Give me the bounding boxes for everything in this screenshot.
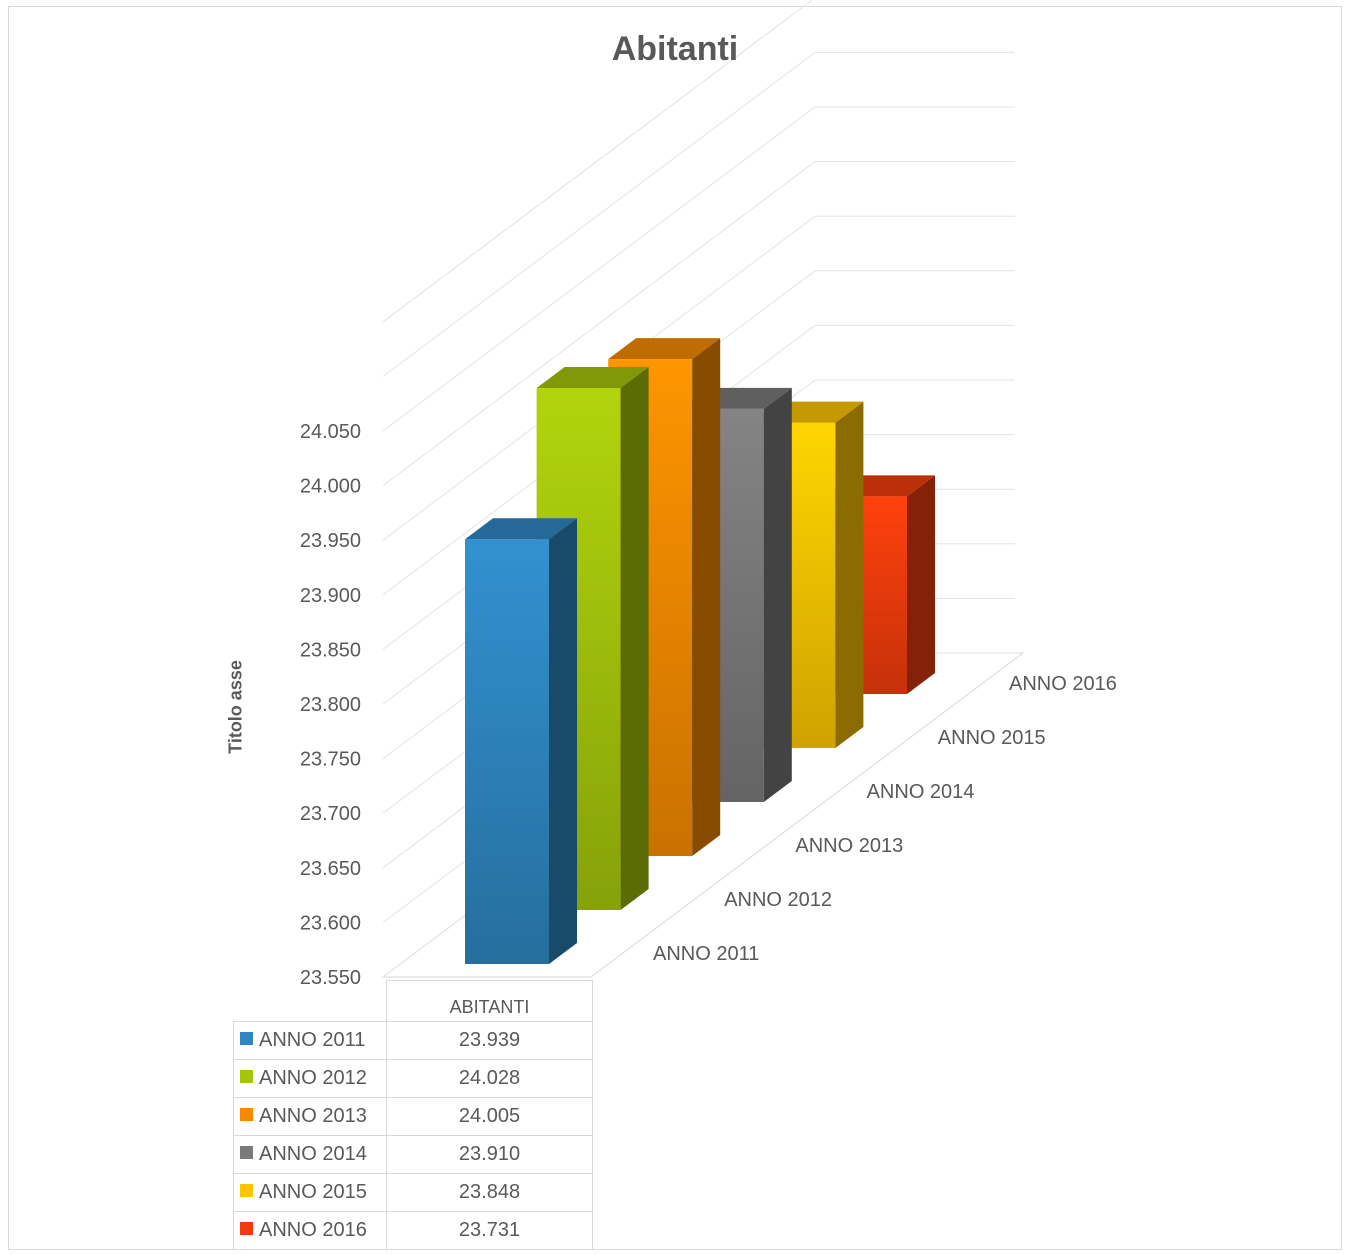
data-table-row: ANNO 2012 24.028 xyxy=(233,1059,593,1098)
depth-axis-label: ANNO 2013 xyxy=(795,835,903,857)
data-table-value: 23.910 xyxy=(386,1135,593,1174)
y-tick-label: 23.850 xyxy=(300,639,361,661)
legend-entry: ANNO 2014 xyxy=(233,1135,387,1174)
data-table-value: 23.939 xyxy=(386,1021,593,1060)
legend-entry: ANNO 2016 xyxy=(233,1211,387,1250)
legend-label: ANNO 2012 xyxy=(259,1067,367,1089)
legend-swatch xyxy=(240,1032,253,1046)
gridline-side xyxy=(382,52,816,377)
bar-side-face xyxy=(620,367,649,910)
data-table-row: ANNO 2016 23.731 xyxy=(233,1211,593,1250)
bar-front-face xyxy=(465,539,549,964)
depth-axis-label: ANNO 2016 xyxy=(1009,673,1117,695)
bar-top-face xyxy=(465,518,577,540)
data-table-value: 23.848 xyxy=(386,1173,593,1212)
gridline-side xyxy=(382,161,816,487)
data-table-value: 24.028 xyxy=(386,1059,593,1098)
bar-side-face xyxy=(907,475,935,694)
bar-side-face xyxy=(692,338,721,856)
depth-axis-label: ANNO 2011 xyxy=(653,943,759,965)
legend-entry: ANNO 2012 xyxy=(233,1059,387,1098)
data-table-row: ANNO 2015 23.848 xyxy=(233,1173,593,1212)
legend-entry: ANNO 2015 xyxy=(233,1173,387,1212)
legend-label: ANNO 2011 xyxy=(259,1029,366,1051)
legend-swatch xyxy=(240,1146,253,1160)
legend-label: ANNO 2015 xyxy=(259,1181,367,1203)
data-table-value: 24.005 xyxy=(386,1097,593,1136)
legend-label: ANNO 2014 xyxy=(259,1143,367,1165)
data-table-header: ABITANTI xyxy=(386,980,593,1022)
legend-swatch xyxy=(240,1070,253,1084)
bar-top-face xyxy=(608,338,721,360)
data-table-corner xyxy=(233,980,387,1022)
y-tick-label: 23.750 xyxy=(300,749,361,771)
depth-axis-label: ANNO 2012 xyxy=(724,889,832,911)
legend-label: ANNO 2013 xyxy=(259,1105,367,1127)
gridline-side xyxy=(382,0,813,323)
y-tick-label: 23.600 xyxy=(300,912,361,934)
y-tick-label: 24.050 xyxy=(300,421,361,443)
bar-top-face xyxy=(536,367,649,389)
bar-side-face xyxy=(549,518,577,964)
bar-anno-2011 xyxy=(465,518,577,964)
y-tick-label: 23.700 xyxy=(300,803,361,825)
data-table: ABITANTI ANNO 2011 23.939 ANNO 2012 24.028 A… xyxy=(233,980,593,1250)
legend-entry: ANNO 2013 xyxy=(233,1097,387,1136)
y-tick-label: 23.950 xyxy=(300,530,361,552)
data-table-row: ANNO 2013 24.005 xyxy=(233,1097,593,1136)
data-table-row: ANNO 2011 23.939 xyxy=(233,1021,593,1060)
y-tick-label: 24.000 xyxy=(300,476,361,498)
gridline-side xyxy=(382,106,816,432)
depth-axis-label: ANNO 2014 xyxy=(867,781,975,803)
legend-entry: ANNO 2011 xyxy=(233,1021,387,1060)
y-tick-label: 23.800 xyxy=(300,694,361,716)
bar-side-face xyxy=(763,387,792,802)
depth-axis-label: ANNO 2015 xyxy=(938,727,1046,749)
legend-swatch xyxy=(240,1184,253,1198)
legend-swatch xyxy=(240,1108,253,1122)
legend-label: ANNO 2016 xyxy=(259,1219,367,1241)
chart-title: Abitanti xyxy=(611,30,739,68)
chart-frame xyxy=(8,6,1342,1250)
y-axis-title: Titolo asse xyxy=(225,660,246,754)
y-tick-label: 23.650 xyxy=(300,858,361,880)
data-table-row: ANNO 2014 23.910 xyxy=(233,1135,593,1174)
data-table-value: 23.731 xyxy=(386,1211,593,1250)
legend-swatch xyxy=(240,1222,253,1236)
y-tick-label: 23.900 xyxy=(300,585,361,607)
bar-side-face xyxy=(835,401,864,748)
